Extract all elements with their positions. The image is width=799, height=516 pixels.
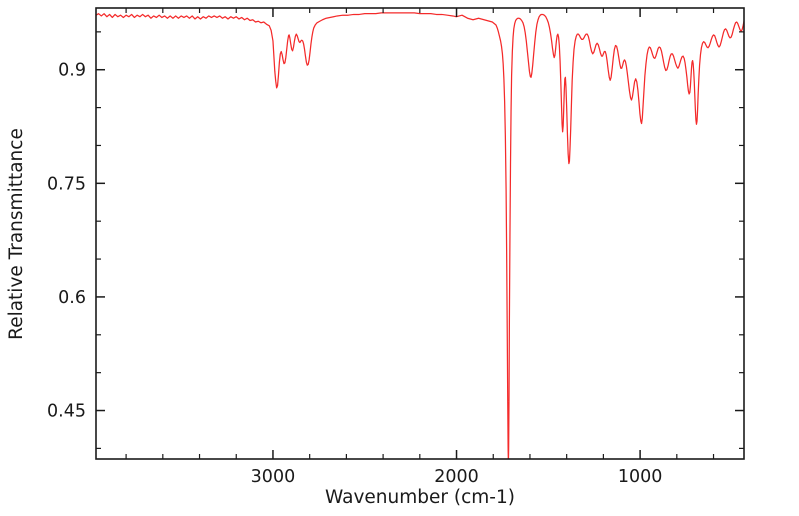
x-tick-label: 2000 [434,467,479,487]
x-tick-label: 3000 [251,467,296,487]
y-axis-tick-labels: 0.45 0.6 0.75 0.9 [47,61,86,422]
y-tick-label: 0.6 [58,288,86,308]
y-axis-ticks [96,31,744,449]
x-tick-label: 1000 [618,467,663,487]
y-tick-label: 0.9 [58,61,86,81]
spectrum-trace [96,12,744,459]
y-tick-label: 0.45 [47,402,86,422]
x-axis-ticks [125,8,715,459]
x-axis-tick-labels: 3000 2000 1000 [251,467,663,487]
y-tick-label: 0.75 [47,174,86,194]
x-axis-title: Wavenumber (cm-1) [325,487,515,508]
y-axis-title: Relative Transmittance [6,128,27,340]
plot-area-background [96,8,744,459]
